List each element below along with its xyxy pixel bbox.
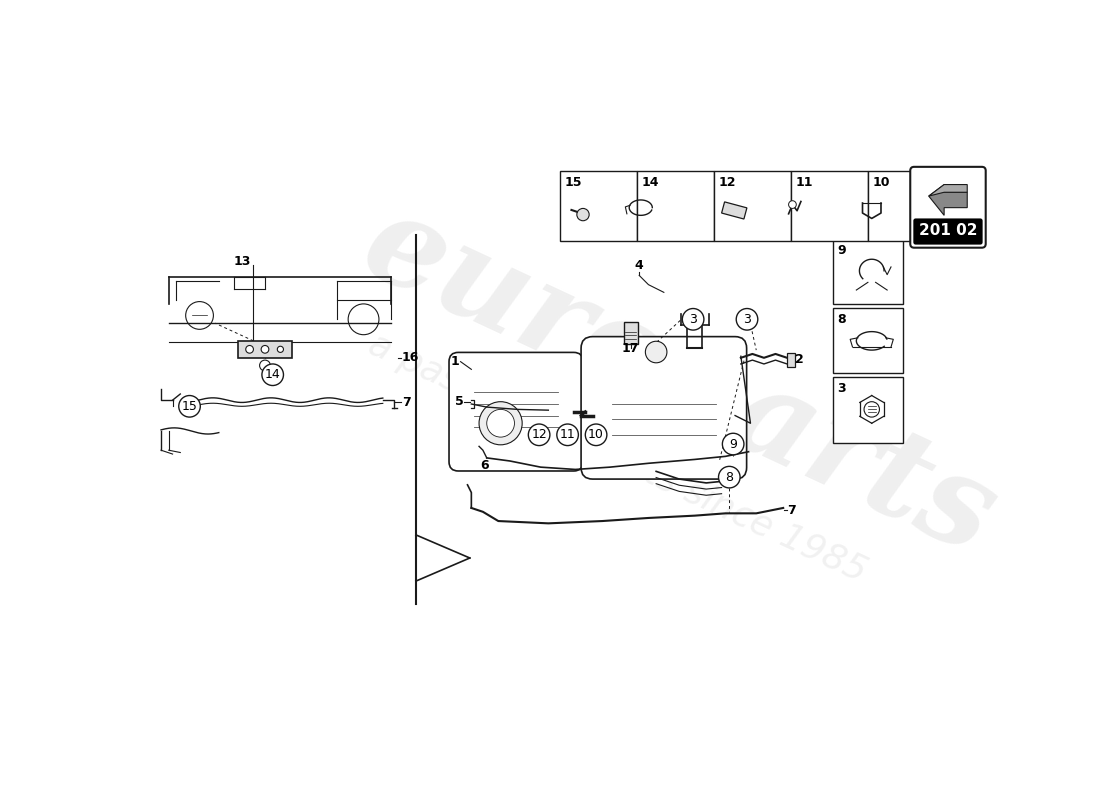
Circle shape [723,434,744,455]
Circle shape [277,346,284,353]
Circle shape [245,346,253,353]
Bar [637,171,714,241]
Text: 14: 14 [641,176,659,189]
Text: 16: 16 [403,351,419,364]
Circle shape [557,424,579,446]
Bar [834,308,902,373]
Text: 12: 12 [531,428,547,442]
Circle shape [486,410,515,437]
Text: 11: 11 [560,428,575,442]
Text: 201 02: 201 02 [918,223,977,238]
Circle shape [186,302,213,330]
Text: 15: 15 [564,176,582,189]
Bar [834,238,902,304]
Text: 11: 11 [795,176,813,189]
Bar [868,171,945,241]
FancyBboxPatch shape [238,341,292,358]
Circle shape [178,395,200,417]
Text: 7: 7 [403,396,410,409]
Text: 2: 2 [794,353,803,366]
Bar [788,353,795,367]
Text: 3: 3 [744,313,751,326]
Circle shape [789,201,796,209]
Polygon shape [928,185,967,215]
Text: 14: 14 [265,368,280,382]
Text: 8: 8 [837,313,846,326]
Text: 10: 10 [872,176,890,189]
Bar [714,171,791,241]
Text: 15: 15 [182,400,198,413]
Text: 3: 3 [837,382,846,395]
Text: 12: 12 [718,176,736,189]
Circle shape [865,402,880,417]
Circle shape [348,304,378,334]
Text: 7: 7 [788,504,795,517]
Text: 9: 9 [729,438,737,450]
Bar [915,221,980,242]
Circle shape [260,360,271,371]
Text: 4: 4 [635,259,643,272]
Circle shape [261,346,268,353]
Text: 13: 13 [233,255,251,268]
Bar [834,377,902,442]
Circle shape [585,424,607,446]
Circle shape [646,342,667,363]
Text: europarts: europarts [344,182,1014,580]
Text: a passion for parts since 1985: a passion for parts since 1985 [363,327,872,589]
Circle shape [736,309,758,330]
Circle shape [262,364,284,386]
Text: 10: 10 [588,428,604,442]
Bar [560,171,637,241]
Text: 6: 6 [481,459,490,472]
Text: 1: 1 [451,355,460,368]
Circle shape [682,309,704,330]
FancyBboxPatch shape [581,337,747,479]
Text: 17: 17 [621,342,639,355]
Text: 3: 3 [690,313,697,326]
Circle shape [478,402,522,445]
Bar [624,322,638,344]
Bar [791,171,868,241]
FancyBboxPatch shape [911,167,986,248]
Circle shape [718,466,740,488]
Bar [722,202,747,219]
Polygon shape [928,185,967,196]
Text: 5: 5 [455,395,464,408]
Text: 9: 9 [837,244,846,257]
Circle shape [576,209,590,221]
Circle shape [528,424,550,446]
Text: 8: 8 [725,470,734,484]
FancyBboxPatch shape [913,218,982,245]
FancyBboxPatch shape [449,353,583,471]
